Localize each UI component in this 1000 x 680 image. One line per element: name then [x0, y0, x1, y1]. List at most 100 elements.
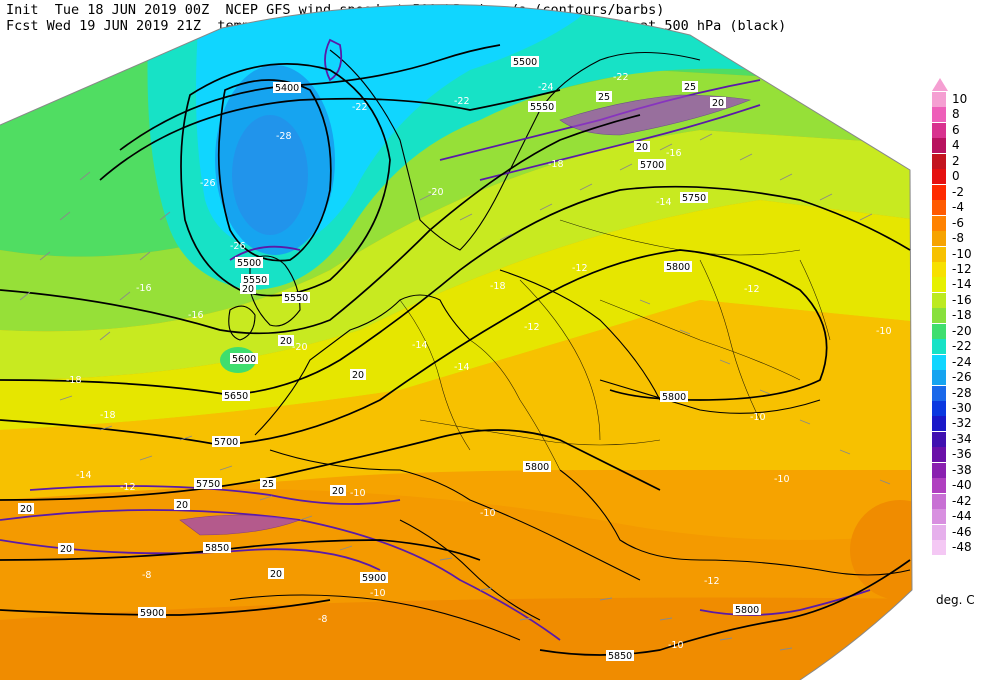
temperature-label-text: -10 [876, 326, 892, 337]
colorbar-swatch [932, 447, 946, 463]
colorbar-swatch [932, 308, 946, 324]
colorbar-swatch [932, 462, 946, 478]
jet-core-fills [179, 94, 752, 536]
temperature-label-text: -24 [538, 82, 554, 93]
height-labels: 5500 5400 5550 5550 5600 5650 5700 5700 5750 5750… [138, 56, 761, 662]
height-label-text: 5700 [214, 437, 238, 448]
wind-speed-label-text: 20 [176, 500, 188, 511]
height-contours [0, 44, 911, 656]
colorbar-swatch [932, 107, 946, 123]
height-label: 5800 [664, 261, 692, 273]
wind-speed-labels: 20 25 20 25 20 20 20 25 20 20 20 20 20 [18, 81, 726, 580]
height-label: 5400 [273, 82, 301, 94]
temperature-label-text: -18 [66, 375, 82, 386]
temperature-label-text: -18 [548, 159, 564, 170]
temperature-label-text: -22 [352, 102, 368, 113]
colorbar-swatch [932, 292, 946, 308]
colorbar-swatch [932, 354, 946, 370]
height-label: 5850 [203, 542, 231, 554]
colorbar-swatch [932, 153, 946, 169]
wind-speed-label-text: 20 [712, 98, 724, 109]
colorbar-level: -32 [928, 416, 1000, 432]
height-label: 5900 [360, 572, 388, 584]
colorbar-swatch [932, 184, 946, 200]
colorbar-level: -12 [928, 261, 1000, 277]
colorbar-level: -6 [928, 215, 1000, 231]
height-label: 5550 [528, 101, 556, 113]
temperature-label-text: -16 [188, 310, 204, 321]
height-label: 5550 [241, 274, 269, 286]
temperature-label: -12 [120, 482, 136, 493]
temperature-label: -28 [276, 131, 292, 142]
colorbar-swatch [932, 169, 946, 185]
temperature-label: -24 [538, 82, 554, 93]
wind-speed-label: 20 [278, 335, 294, 347]
temperature-label: -14 [412, 340, 428, 351]
height-label: 5750 [680, 192, 708, 204]
height-label-text: 5800 [666, 262, 690, 273]
wind-speed-label: 20 [330, 485, 346, 497]
height-label-text: 5900 [362, 573, 386, 584]
wind-speed-label: 20 [350, 369, 366, 381]
temperature-label-text: -28 [276, 131, 292, 142]
colorbar-level: -20 [928, 323, 1000, 339]
colorbar-level: -24 [928, 354, 1000, 370]
colorbar-swatch [932, 524, 946, 540]
height-label-text: 5550 [243, 275, 267, 286]
wind-speed-label: 20 [174, 499, 190, 511]
temperature-label: -12 [704, 576, 720, 587]
colorbar-label: 0 [952, 169, 960, 184]
colorbar-swatch [932, 92, 946, 107]
temperature-label-text: -20 [428, 187, 444, 198]
temperature-label: -22 [454, 96, 470, 107]
colorbar-level: -16 [928, 292, 1000, 308]
colorbar-label: -34 [952, 431, 972, 446]
wind-speed-label-text: 20 [280, 336, 292, 347]
temperature-label: -16 [666, 148, 682, 159]
colorbar-label: -40 [952, 478, 972, 493]
height-label-text: 5500 [237, 258, 261, 269]
colorbar-level: -4 [928, 200, 1000, 216]
temperature-label-text: -16 [666, 148, 682, 159]
temperature-label-text: -10 [774, 474, 790, 485]
temperature-label: -14 [76, 470, 92, 481]
colorbar-level: -14 [928, 277, 1000, 293]
temperature-label: -16 [188, 310, 204, 321]
colorbar-label: -48 [952, 540, 972, 555]
colorbar-label: -24 [952, 354, 972, 369]
temperature-label-text: -10 [480, 508, 496, 519]
wind-speed-label-text: 20 [242, 284, 254, 295]
height-label: 5500 [511, 56, 539, 68]
height-label: 5500 [235, 257, 263, 269]
colorbar-label: 6 [952, 122, 960, 137]
temperature-label-text: -26 [230, 241, 246, 252]
colorbar-level: 10 [928, 92, 1000, 107]
colorbar-swatch [932, 323, 946, 339]
colorbar-swatch [932, 370, 946, 386]
colorbar-level: 8 [928, 107, 1000, 123]
colorbar-label: -2 [952, 184, 964, 199]
temperature-label-text: -8 [318, 614, 327, 625]
temperature-label: -14 [454, 362, 470, 373]
colorbar-level: -44 [928, 509, 1000, 525]
temperature-label-text: -12 [744, 284, 760, 295]
colorbar-swatch [932, 231, 946, 247]
height-label-text: 5850 [608, 651, 632, 662]
colorbar-level: 6 [928, 122, 1000, 138]
colorbar-swatch [932, 385, 946, 401]
colorbar-units: deg. C [936, 593, 975, 607]
colorbar-label: 8 [952, 107, 960, 122]
temperature-label: -20 [428, 187, 444, 198]
colorbar-level: -10 [928, 246, 1000, 262]
wind-speed-label: 20 [710, 97, 726, 109]
wind-barbs [19, 133, 891, 651]
wind-speed-label-text: 25 [598, 92, 610, 103]
height-label: 5750 [194, 478, 222, 490]
colorbar-swatch [932, 261, 946, 277]
colorbar-swatch [932, 215, 946, 231]
temperature-label-text: -12 [120, 482, 136, 493]
colorbar-label: -44 [952, 509, 972, 524]
wind-speed-label-text: 25 [684, 82, 696, 93]
wind-speed-label-text: 20 [270, 569, 282, 580]
